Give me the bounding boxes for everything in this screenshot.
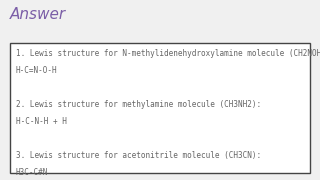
- Text: H-C=N-O-H: H-C=N-O-H: [16, 66, 58, 75]
- FancyBboxPatch shape: [10, 43, 310, 173]
- Text: H3C-C#N: H3C-C#N: [16, 168, 48, 177]
- Text: 3. Lewis structure for acetonitrile molecule (CH3CN):: 3. Lewis structure for acetonitrile mole…: [16, 151, 261, 160]
- Text: 1. Lewis structure for N-methylidenehydroxylamine molecule (CH2NOH):: 1. Lewis structure for N-methylidenehydr…: [16, 49, 320, 58]
- Text: H-C-N-H + H: H-C-N-H + H: [16, 117, 67, 126]
- Text: Answer: Answer: [10, 7, 66, 22]
- Text: 2. Lewis structure for methylamine molecule (CH3NH2):: 2. Lewis structure for methylamine molec…: [16, 100, 261, 109]
